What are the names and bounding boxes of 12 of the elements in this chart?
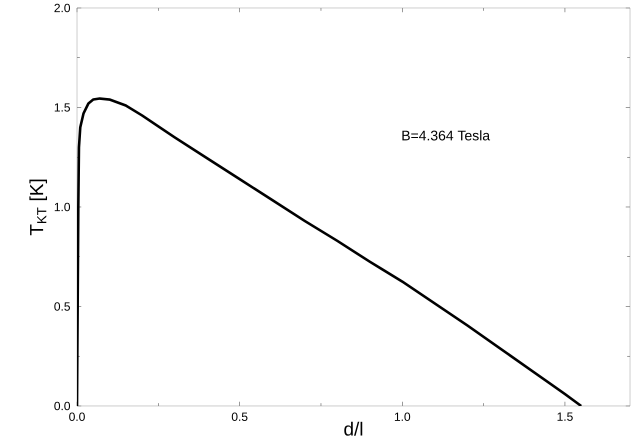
annotation: B=4.364 Tesla: [402, 130, 490, 140]
y-tick-label: 0.5: [54, 302, 70, 311]
y-tick-label: 2.0: [54, 4, 70, 12]
y-tick-label: 0.0: [54, 402, 70, 410]
y-tick-label: 1.0: [54, 202, 70, 212]
x-tick-label: 0.0: [69, 412, 85, 421]
x-tick-label: 0.5: [232, 412, 248, 421]
x-axis-title: d/l: [344, 422, 362, 436]
x-tick-label: 1.5: [558, 412, 573, 421]
y-tick-label: 1.5: [54, 103, 70, 112]
y-axis-title: T$_{KT}$ [K]: [29, 180, 48, 236]
x-tick-label: 1.0: [394, 412, 410, 421]
